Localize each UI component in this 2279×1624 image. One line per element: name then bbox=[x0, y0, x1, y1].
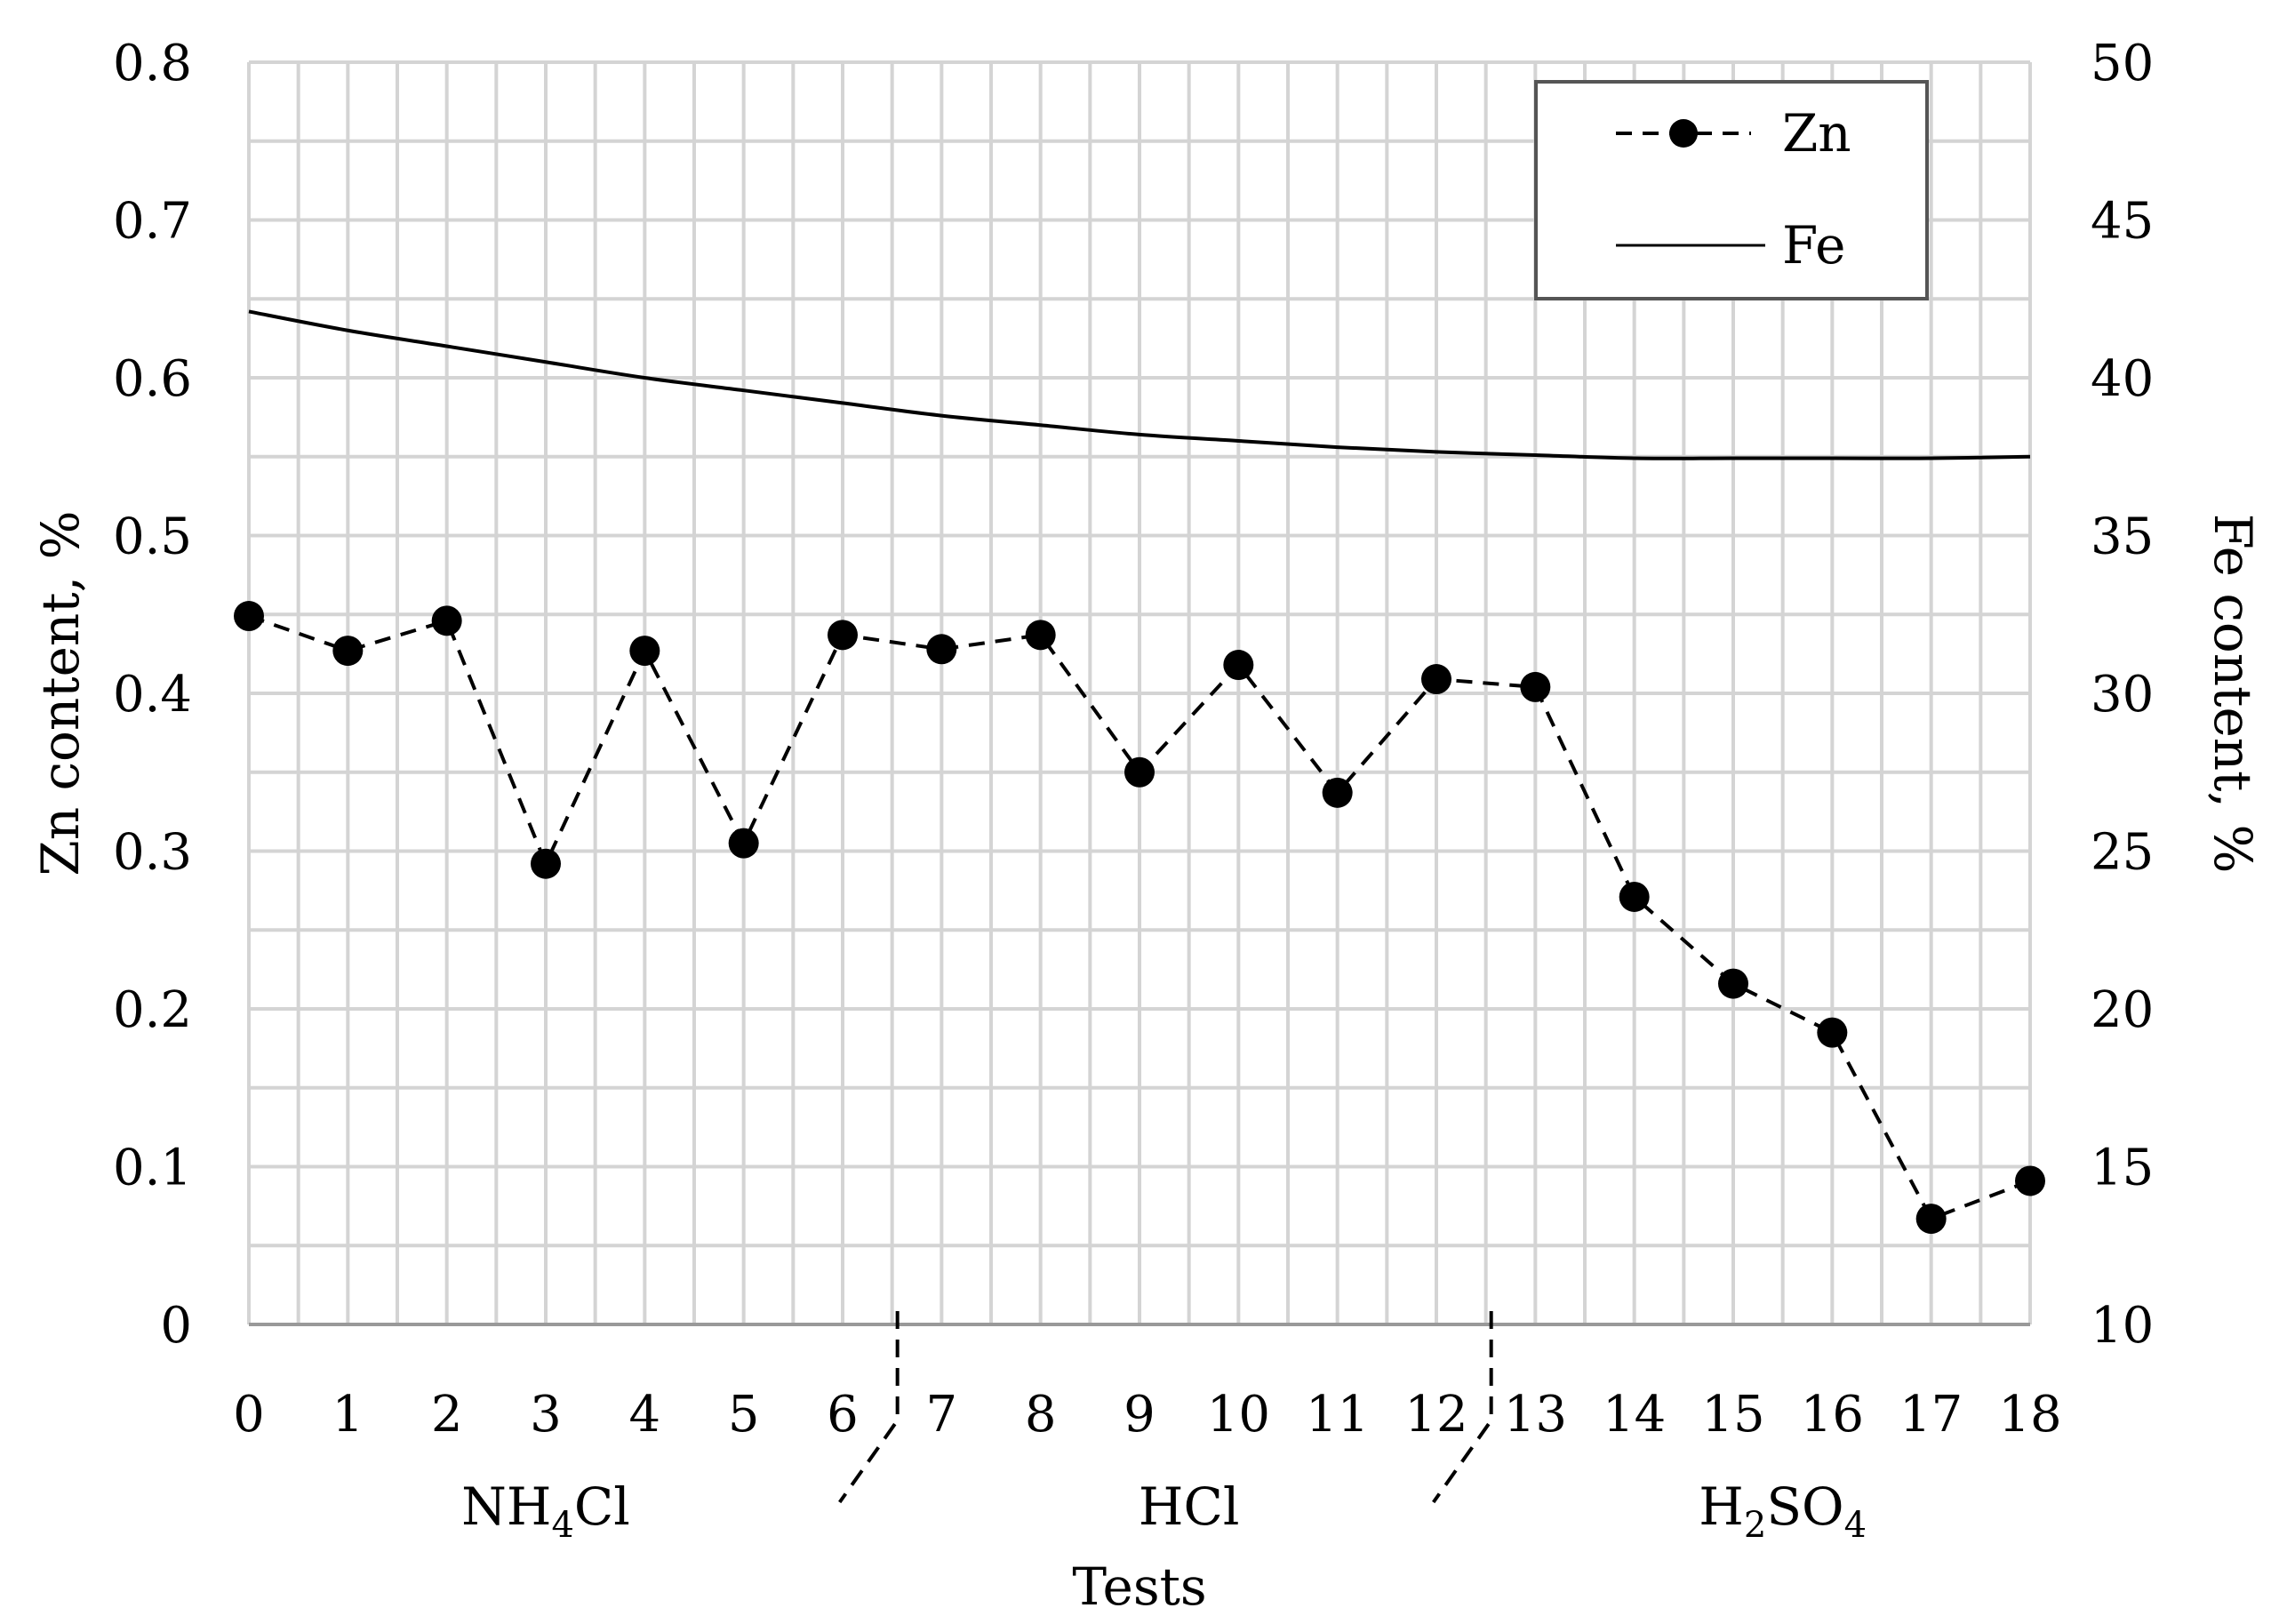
tick-labels: 0 1 2 3 4 5 6 7 8 9 10 11 12 13 14 15 16 17 1800.10.20.30.… bbox=[113, 35, 2154, 1444]
zn-point bbox=[1817, 1017, 1848, 1048]
x-tick-label: 14 bbox=[1603, 1386, 1666, 1444]
zn-point bbox=[828, 620, 858, 651]
zn-point bbox=[1619, 881, 1650, 912]
y2-tick-label: 45 bbox=[2091, 193, 2154, 251]
group-separator bbox=[1432, 1311, 1493, 1504]
zn-point bbox=[1322, 777, 1353, 808]
y-axis-title: Zn content, % bbox=[30, 510, 91, 876]
y2-tick-label: 50 bbox=[2091, 35, 2154, 92]
x-tick-label: 2 bbox=[431, 1386, 463, 1444]
zn-point bbox=[1421, 664, 1451, 695]
x-tick-label: 18 bbox=[1998, 1386, 2061, 1444]
y-tick-label: 0.2 bbox=[113, 981, 192, 1039]
fe-series bbox=[248, 309, 2031, 460]
x-tick-label: 3 bbox=[530, 1386, 562, 1444]
zn-point bbox=[1124, 756, 1155, 788]
zn-point bbox=[234, 601, 264, 632]
x-tick-label: 5 bbox=[728, 1386, 760, 1444]
zn-point bbox=[332, 636, 364, 667]
x-tick-label: 1 bbox=[332, 1386, 364, 1444]
zn-point bbox=[1915, 1204, 1947, 1235]
y-tick-label: 0.8 bbox=[113, 35, 192, 92]
fe-line bbox=[248, 309, 2031, 460]
x-tick-label: 13 bbox=[1504, 1386, 1567, 1444]
y2-tick-label: 25 bbox=[2091, 824, 2154, 882]
x-tick-label: 9 bbox=[1124, 1386, 1155, 1444]
y-tick-label: 0.1 bbox=[113, 1140, 192, 1197]
legend-zn-label: Zn bbox=[1782, 103, 1851, 164]
y2-tick-label: 10 bbox=[2091, 1297, 2154, 1355]
y2-tick-label: 30 bbox=[2091, 666, 2154, 724]
y-tick-label: 0.3 bbox=[113, 824, 192, 882]
group-label-0: NH4Cl bbox=[461, 1476, 630, 1546]
x-tick-label: 10 bbox=[1207, 1386, 1270, 1444]
x-axis-title: Tests bbox=[1072, 1556, 1206, 1617]
group-labels: NH4Cl HCl H2SO4 bbox=[461, 1476, 1867, 1546]
y-tick-label: 0.4 bbox=[113, 666, 192, 724]
group-separators bbox=[838, 1311, 1493, 1504]
x-tick-label: 7 bbox=[926, 1386, 958, 1444]
y-tick-label: 0.5 bbox=[113, 508, 192, 566]
x-tick-label: 15 bbox=[1701, 1386, 1764, 1444]
x-tick-label: 12 bbox=[1404, 1386, 1467, 1444]
group-label-1: HCl bbox=[1139, 1476, 1240, 1537]
y2-tick-label: 15 bbox=[2091, 1140, 2154, 1197]
legend-box bbox=[1534, 80, 1929, 300]
legend-fe-label: Fe bbox=[1782, 215, 1845, 276]
x-tick-label: 0 bbox=[233, 1386, 265, 1444]
y2-tick-label: 20 bbox=[2091, 981, 2154, 1039]
y2-tick-label: 40 bbox=[2091, 350, 2154, 408]
zn-point bbox=[2015, 1165, 2045, 1196]
zn-point bbox=[629, 636, 660, 667]
group-label-2: H2SO4 bbox=[1699, 1476, 1867, 1546]
x-tick-label: 16 bbox=[1801, 1386, 1864, 1444]
zn-point bbox=[1223, 650, 1254, 681]
zn-point bbox=[531, 848, 561, 879]
x-tick-label: 17 bbox=[1899, 1386, 1963, 1444]
group-separator bbox=[838, 1311, 900, 1504]
y-tick-label: 0.6 bbox=[113, 350, 192, 408]
legend: Zn Fe bbox=[1534, 80, 1929, 300]
zn-point bbox=[1025, 620, 1056, 651]
y-tick-label: 0.7 bbox=[113, 193, 192, 251]
x-tick-label: 4 bbox=[629, 1386, 661, 1444]
zn-point bbox=[926, 634, 957, 665]
zn-point bbox=[728, 828, 759, 859]
legend-zn-marker bbox=[1669, 119, 1698, 148]
x-tick-label: 6 bbox=[827, 1386, 859, 1444]
y2-axis-title: Fe content, % bbox=[2203, 514, 2263, 874]
zn-point bbox=[1718, 968, 1748, 999]
x-tick-label: 11 bbox=[1306, 1386, 1369, 1444]
zn-point bbox=[431, 605, 462, 636]
gridlines bbox=[247, 60, 2032, 1326]
y-tick-label: 0 bbox=[160, 1297, 192, 1355]
x-tick-label: 8 bbox=[1025, 1386, 1057, 1444]
zn-point bbox=[1520, 671, 1551, 702]
zn-series bbox=[234, 601, 2045, 1235]
y2-tick-label: 35 bbox=[2091, 508, 2154, 566]
